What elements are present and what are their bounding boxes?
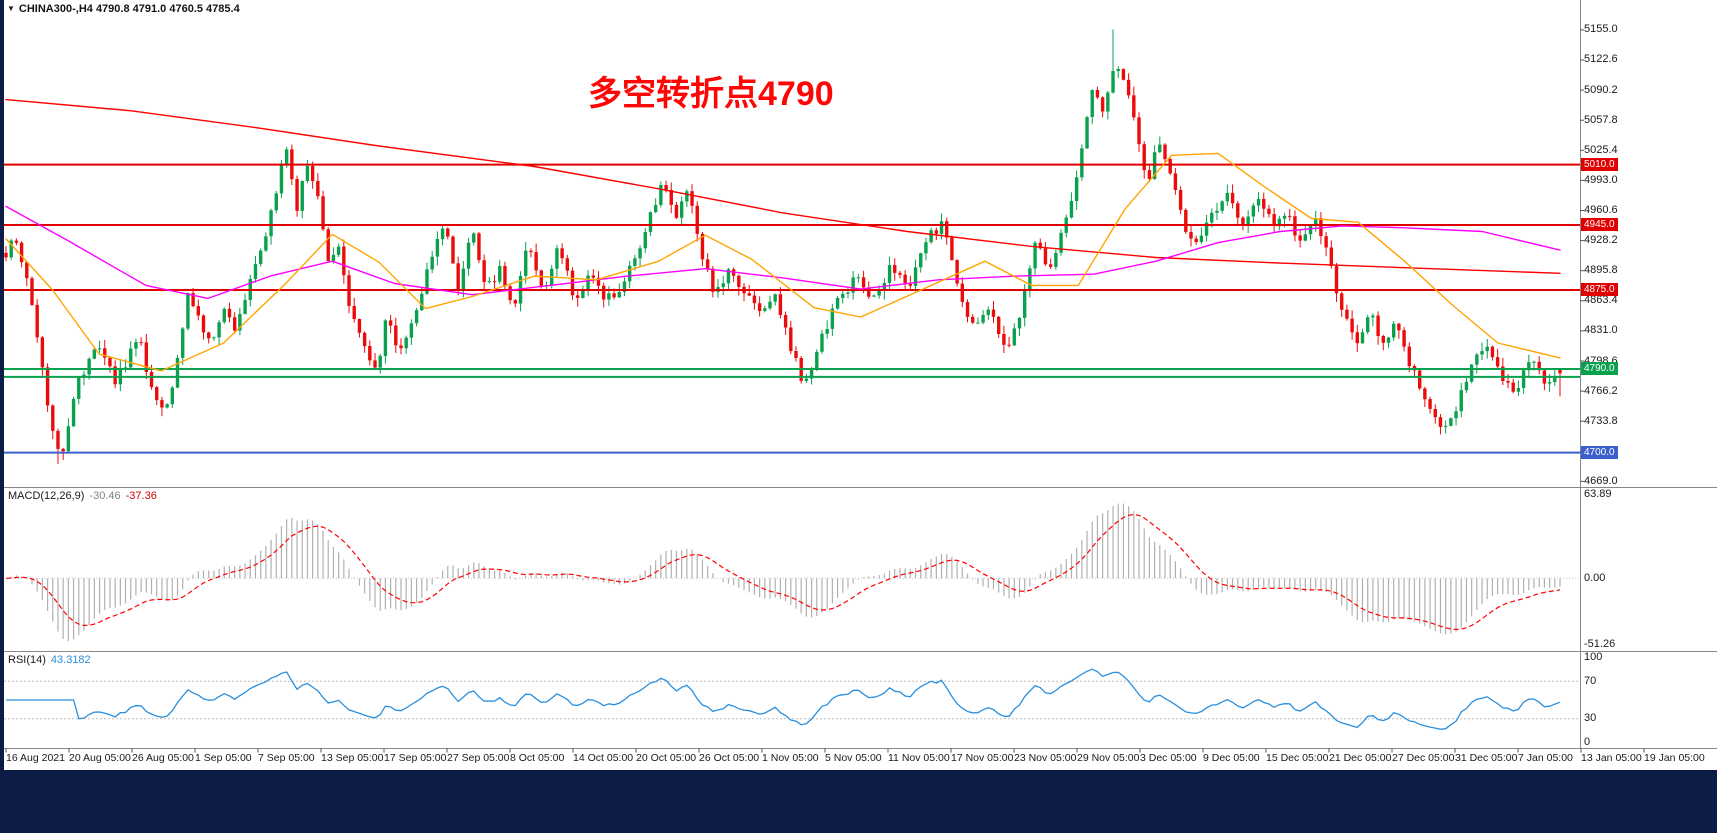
price-tick-label: 4960.6 bbox=[1584, 203, 1618, 216]
window-left-border bbox=[0, 0, 4, 833]
moving-averages-layer bbox=[5, 98, 1561, 372]
hline-price-label: 4875.0 bbox=[1581, 283, 1618, 297]
hline-price-label: 4790.0 bbox=[1581, 362, 1618, 375]
price-tick-label: 4733.8 bbox=[1584, 414, 1618, 427]
price-tick-label: 4928.2 bbox=[1584, 234, 1618, 247]
macd-value-signal: -37.36 bbox=[125, 490, 157, 502]
macd-indicator-label: MACD(12,26,9) -30.46 -37.36 bbox=[8, 490, 162, 502]
window-bottom-panel bbox=[0, 770, 1717, 833]
symbol-quote-overlay: ▼ CHINA300-,H4 4790.8 4791.0 4760.5 4785.… bbox=[7, 3, 240, 15]
time-axis-label: 15 Dec 05:00 bbox=[1266, 752, 1329, 764]
rsi-scale-label: 0 bbox=[1584, 736, 1591, 748]
macd-scale-label: 0.00 bbox=[1584, 571, 1606, 584]
price-tick-label: 4895.8 bbox=[1584, 264, 1618, 277]
macd-layer[interactable] bbox=[0, 503, 1580, 642]
horizontal-lines-layer[interactable] bbox=[0, 163, 1580, 454]
ma-slow-line bbox=[5, 98, 1561, 274]
price-tick-label: 4993.0 bbox=[1584, 173, 1618, 186]
time-axis-label: 7 Jan 05:00 bbox=[1518, 752, 1573, 764]
hline-price-label: 5010.0 bbox=[1581, 157, 1618, 171]
symbol-ohlc-text: CHINA300-,H4 4790.8 4791.0 4760.5 4785.4 bbox=[18, 3, 240, 15]
time-axis-label: 20 Oct 05:00 bbox=[636, 752, 697, 764]
time-axis-label: 27 Sep 05:00 bbox=[447, 752, 510, 764]
time-axis-label: 1 Sep 05:00 bbox=[195, 752, 252, 764]
price-tick-label: 4669.0 bbox=[1584, 474, 1618, 487]
price-tick-label: 5090.2 bbox=[1584, 83, 1618, 96]
rsi-scale-label: 100 bbox=[1584, 651, 1603, 663]
time-axis-label: 13 Sep 05:00 bbox=[321, 752, 384, 764]
time-axis-label: 9 Dec 05:00 bbox=[1203, 752, 1260, 764]
macd-value-main: -30.46 bbox=[89, 490, 121, 502]
time-axis-label: 31 Dec 05:00 bbox=[1455, 752, 1518, 764]
macd-scale-label: 63.89 bbox=[1584, 488, 1612, 500]
time-axis-label: 26 Aug 05:00 bbox=[132, 752, 194, 764]
chart-chrome bbox=[0, 0, 1717, 753]
price-tick-label: 5025.4 bbox=[1584, 143, 1618, 156]
time-axis-label: 27 Dec 05:00 bbox=[1392, 752, 1455, 764]
hline-price-label: 4945.0 bbox=[1581, 217, 1618, 231]
price-tick-label: 5122.6 bbox=[1584, 53, 1618, 66]
time-axis-label: 5 Nov 05:00 bbox=[825, 752, 882, 764]
time-axis-label: 13 Jan 05:00 bbox=[1581, 752, 1642, 764]
price-tick-label: 4766.2 bbox=[1584, 384, 1618, 397]
price-tick-label: 5057.8 bbox=[1584, 113, 1618, 126]
time-axis-label: 20 Aug 05:00 bbox=[69, 752, 131, 764]
time-axis-label: 19 Jan 05:00 bbox=[1644, 752, 1705, 764]
price-tick-label: 4831.0 bbox=[1584, 324, 1618, 337]
time-axis-label: 16 Aug 2021 bbox=[6, 752, 65, 764]
macd-name: MACD(12,26,9) bbox=[8, 490, 85, 502]
chart-annotation-text: 多空转折点4790 bbox=[588, 75, 834, 113]
time-axis-label: 21 Dec 05:00 bbox=[1329, 752, 1392, 764]
macd-scale-label: -51.26 bbox=[1584, 638, 1616, 650]
rsi-scale-label: 30 bbox=[1584, 712, 1597, 725]
time-axis-label: 8 Oct 05:00 bbox=[510, 752, 565, 764]
time-axis-label: 23 Nov 05:00 bbox=[1014, 752, 1077, 764]
rsi-indicator-label: RSI(14) 43.3182 bbox=[8, 654, 96, 666]
time-axis-label: 29 Nov 05:00 bbox=[1077, 752, 1140, 764]
rsi-name: RSI(14) bbox=[8, 654, 46, 666]
time-axis-label: 7 Sep 05:00 bbox=[258, 752, 315, 764]
time-axis-label: 11 Nov 05:00 bbox=[888, 752, 950, 764]
price-tick-label: 4863.4 bbox=[1584, 294, 1618, 307]
rsi-scale-label: 70 bbox=[1584, 674, 1597, 687]
ma-mid-line bbox=[5, 205, 1561, 300]
price-tick-label: 5155.0 bbox=[1584, 23, 1618, 36]
rsi-value: 43.3182 bbox=[50, 654, 91, 666]
time-axis-label: 14 Oct 05:00 bbox=[573, 752, 634, 764]
time-axis-label: 1 Nov 05:00 bbox=[762, 752, 819, 764]
time-axis-label: 17 Nov 05:00 bbox=[951, 752, 1014, 764]
time-axis-label: 26 Oct 05:00 bbox=[699, 752, 760, 764]
quick-trade-arrow-icon[interactable]: ▼ bbox=[7, 4, 15, 13]
time-axis-label: 17 Sep 05:00 bbox=[384, 752, 447, 764]
hline-price-label: 4700.0 bbox=[1581, 445, 1618, 459]
time-axis-label: 3 Dec 05:00 bbox=[1140, 752, 1197, 764]
rsi-layer[interactable] bbox=[0, 668, 1580, 730]
ma-fast-line bbox=[5, 152, 1561, 372]
